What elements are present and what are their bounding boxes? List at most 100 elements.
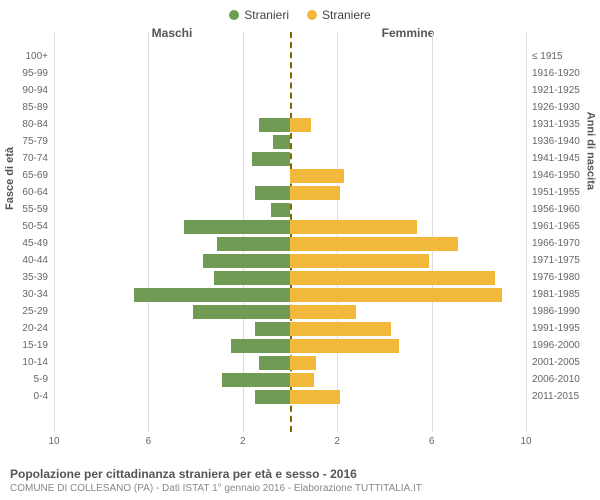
bar-female bbox=[290, 339, 399, 353]
y-tick-age: 45-49 bbox=[22, 235, 54, 252]
bar-female bbox=[290, 118, 311, 132]
y-tick-birth: 1976-1980 bbox=[526, 269, 580, 286]
legend-label-female: Straniere bbox=[322, 8, 371, 22]
y-tick-age: 100+ bbox=[25, 48, 54, 65]
bar-male bbox=[134, 288, 290, 302]
y-tick-age: 55-59 bbox=[22, 201, 54, 218]
y-tick-birth: 1941-1945 bbox=[526, 150, 580, 167]
pyramid-row: 25-291986-1990 bbox=[54, 303, 526, 320]
y-tick-age: 75-79 bbox=[22, 133, 54, 150]
bar-female bbox=[290, 169, 344, 183]
legend-item-female: Straniere bbox=[307, 8, 371, 22]
y-tick-birth: 1966-1970 bbox=[526, 235, 580, 252]
y-tick-age: 60-64 bbox=[22, 184, 54, 201]
bar-male bbox=[222, 373, 290, 387]
legend-label-male: Stranieri bbox=[244, 8, 289, 22]
y-tick-birth: 1986-1990 bbox=[526, 303, 580, 320]
bar-female bbox=[290, 356, 316, 370]
pyramid-row: 30-341981-1985 bbox=[54, 286, 526, 303]
bar-male bbox=[255, 186, 290, 200]
bar-male bbox=[259, 356, 290, 370]
bar-male bbox=[214, 271, 290, 285]
bar-female bbox=[290, 373, 314, 387]
y-tick-birth: 1921-1925 bbox=[526, 82, 580, 99]
pyramid-row: 40-441971-1975 bbox=[54, 252, 526, 269]
pyramid-row: 90-941921-1925 bbox=[54, 82, 526, 99]
y-tick-age: 30-34 bbox=[22, 286, 54, 303]
y-tick-birth: ≤ 1915 bbox=[526, 48, 563, 65]
bar-male bbox=[255, 322, 290, 336]
pyramid-row: 65-691946-1950 bbox=[54, 167, 526, 184]
y-tick-birth: 1951-1955 bbox=[526, 184, 580, 201]
bar-male bbox=[252, 152, 290, 166]
bar-female bbox=[290, 271, 495, 285]
chart-container: Stranieri Straniere Maschi Femmine Fasce… bbox=[0, 0, 600, 500]
y-tick-birth: 1971-1975 bbox=[526, 252, 580, 269]
pyramid-row: 100+≤ 1915 bbox=[54, 48, 526, 65]
y-tick-birth: 2011-2015 bbox=[526, 388, 579, 405]
pyramid-row: 45-491966-1970 bbox=[54, 235, 526, 252]
legend-item-male: Stranieri bbox=[229, 8, 289, 22]
y-tick-birth: 1961-1965 bbox=[526, 218, 580, 235]
y-tick-age: 80-84 bbox=[22, 116, 54, 133]
bar-male bbox=[184, 220, 290, 234]
pyramid-row: 55-591956-1960 bbox=[54, 201, 526, 218]
y-tick-birth: 2006-2010 bbox=[526, 371, 580, 388]
y-tick-age: 65-69 bbox=[22, 167, 54, 184]
legend-swatch-female bbox=[307, 10, 317, 20]
pyramid-row: 95-991916-1920 bbox=[54, 65, 526, 82]
pyramid-row: 75-791936-1940 bbox=[54, 133, 526, 150]
y-axis-label-right: Anni di nascita bbox=[584, 112, 596, 190]
pyramid-row: 80-841931-1935 bbox=[54, 116, 526, 133]
pyramid-row: 85-891926-1930 bbox=[54, 99, 526, 116]
pyramid-row: 60-641951-1955 bbox=[54, 184, 526, 201]
plot-area: 10622610100+≤ 191595-991916-192090-94192… bbox=[54, 32, 526, 432]
pyramid-row: 0-42011-2015 bbox=[54, 388, 526, 405]
y-tick-age: 5-9 bbox=[34, 371, 54, 388]
bar-female bbox=[290, 322, 391, 336]
pyramid-row: 50-541961-1965 bbox=[54, 218, 526, 235]
y-tick-birth: 1991-1995 bbox=[526, 320, 580, 337]
bar-female bbox=[290, 186, 340, 200]
y-tick-birth: 1981-1985 bbox=[526, 286, 580, 303]
y-tick-age: 95-99 bbox=[22, 65, 54, 82]
legend-swatch-male bbox=[229, 10, 239, 20]
bar-female bbox=[290, 237, 458, 251]
y-tick-age: 0-4 bbox=[34, 388, 54, 405]
y-tick-age: 20-24 bbox=[22, 320, 54, 337]
bar-female bbox=[290, 220, 417, 234]
bar-female bbox=[290, 390, 340, 404]
y-tick-age: 50-54 bbox=[22, 218, 54, 235]
x-tick: 6 bbox=[429, 432, 435, 447]
y-tick-age: 90-94 bbox=[22, 82, 54, 99]
pyramid-row: 70-741941-1945 bbox=[54, 150, 526, 167]
y-tick-age: 85-89 bbox=[22, 99, 54, 116]
y-tick-birth: 1946-1950 bbox=[526, 167, 580, 184]
chart-title: Popolazione per cittadinanza straniera p… bbox=[10, 467, 590, 481]
footer: Popolazione per cittadinanza straniera p… bbox=[10, 467, 590, 494]
x-tick: 6 bbox=[146, 432, 152, 447]
bar-female bbox=[290, 254, 429, 268]
legend: Stranieri Straniere bbox=[0, 0, 600, 26]
y-tick-birth: 1996-2000 bbox=[526, 337, 580, 354]
y-tick-age: 10-14 bbox=[22, 354, 54, 371]
bar-male bbox=[217, 237, 290, 251]
y-tick-birth: 2001-2005 bbox=[526, 354, 580, 371]
bar-female bbox=[290, 305, 356, 319]
y-tick-birth: 1931-1935 bbox=[526, 116, 580, 133]
x-tick: 2 bbox=[334, 432, 340, 447]
y-tick-age: 25-29 bbox=[22, 303, 54, 320]
y-tick-birth: 1926-1930 bbox=[526, 99, 580, 116]
y-tick-age: 70-74 bbox=[22, 150, 54, 167]
bar-male bbox=[193, 305, 290, 319]
pyramid-row: 35-391976-1980 bbox=[54, 269, 526, 286]
bar-male bbox=[273, 135, 290, 149]
x-tick: 10 bbox=[520, 432, 531, 447]
pyramid-row: 15-191996-2000 bbox=[54, 337, 526, 354]
pyramid-row: 10-142001-2005 bbox=[54, 354, 526, 371]
x-tick: 10 bbox=[48, 432, 59, 447]
bar-female bbox=[290, 288, 502, 302]
chart-subtitle: COMUNE DI COLLESANO (PA) - Dati ISTAT 1°… bbox=[10, 483, 590, 494]
bar-male bbox=[271, 203, 290, 217]
y-axis-label-left: Fasce di età bbox=[4, 147, 16, 210]
